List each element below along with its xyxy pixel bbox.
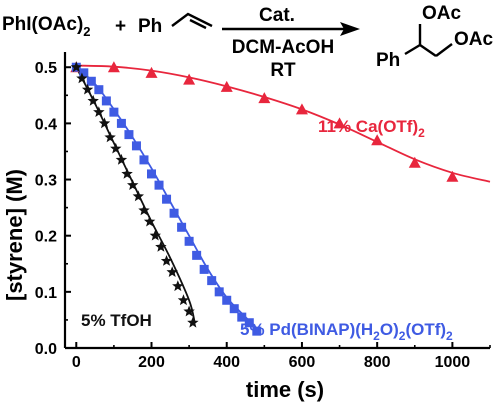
plus-sign: + <box>115 16 126 37</box>
data-point-tfoh <box>98 117 111 129</box>
data-point-palladium <box>94 85 104 95</box>
data-point-calcium <box>258 92 271 104</box>
data-point-palladium <box>199 264 209 274</box>
data-point-calcium <box>333 117 346 129</box>
data-point-calcium <box>371 134 384 146</box>
data-point-calcium <box>145 66 158 78</box>
tick-labels: 0.0 0.1 0.2 0.3 0.4 0.5 0 200 400 600 800 1000 <box>35 60 471 371</box>
arrow-bottom-label-1: DCM-AcOH <box>232 37 334 58</box>
data-point-tfoh <box>121 167 133 179</box>
fit-curve-tfoh <box>75 66 196 323</box>
data-point-palladium <box>184 236 194 246</box>
data-point-palladium <box>162 194 172 204</box>
data-point-palladium <box>252 326 262 336</box>
y-tick-label: 0.3 <box>35 173 57 190</box>
data-point-tfoh <box>143 215 156 227</box>
data-point-tfoh <box>132 190 144 202</box>
y-tick-label: 0.0 <box>35 341 57 358</box>
data-point-palladium <box>222 295 232 305</box>
data-point-calcium <box>107 61 120 73</box>
data-point-calcium <box>220 80 233 92</box>
product-oac-top: OAc <box>422 3 462 24</box>
data-markers <box>70 61 459 336</box>
data-point-palladium <box>139 155 149 165</box>
arrow-top-label: Cat. <box>259 5 295 26</box>
data-point-tfoh <box>70 61 82 73</box>
y-tick-label: 0.1 <box>35 285 57 302</box>
data-point-tfoh <box>155 240 167 252</box>
data-point-tfoh <box>177 294 190 306</box>
data-point-palladium <box>116 118 126 128</box>
data-point-palladium <box>177 222 187 232</box>
axes <box>63 52 490 350</box>
x-tick-label: 600 <box>289 354 316 371</box>
y-tick-label: 0.4 <box>35 116 57 133</box>
data-point-palladium <box>229 304 239 314</box>
x-tick-label: 200 <box>138 354 165 371</box>
reactant-1: PhI(OAc)2 <box>2 14 91 39</box>
data-point-tfoh <box>87 94 99 106</box>
data-point-tfoh <box>138 204 150 216</box>
x-tick-label: 0 <box>72 354 81 371</box>
data-point-tfoh <box>149 229 161 241</box>
data-point-tfoh <box>104 131 116 143</box>
data-point-palladium <box>214 287 224 297</box>
data-point-tfoh <box>76 72 88 84</box>
data-point-calcium <box>183 73 196 85</box>
reactant-2: Ph <box>138 16 162 37</box>
data-point-tfoh <box>187 316 199 328</box>
x-axis-title: time (s) <box>246 377 324 402</box>
data-point-tfoh <box>166 266 178 277</box>
product-ph: Ph <box>376 50 400 71</box>
data-point-palladium <box>237 312 247 322</box>
y-tick-label: 0.2 <box>35 229 57 246</box>
data-point-palladium <box>154 180 164 190</box>
data-point-palladium <box>101 96 111 106</box>
fit-curve-calcium <box>76 64 491 183</box>
reaction-scheme: PhI(OAc)2 + Ph Cat. DCM-AcOH RT Ph OAc O… <box>2 3 494 81</box>
product-oac-right: OAc <box>454 29 494 50</box>
data-point-tfoh <box>127 179 139 190</box>
reaction-arrow <box>222 22 360 36</box>
series-label-tfoh: 5% TfOH <box>81 311 152 330</box>
arrow-bottom-label-2: RT <box>270 60 296 81</box>
data-point-palladium <box>79 68 89 78</box>
data-point-tfoh <box>183 305 195 317</box>
x-tick-label: 1000 <box>435 354 471 371</box>
x-tick-label: 800 <box>364 354 391 371</box>
data-point-palladium <box>131 141 141 151</box>
data-point-tfoh <box>172 280 184 292</box>
data-point-palladium <box>124 130 134 140</box>
y-axis-title: [styrene] (M) <box>2 169 27 301</box>
data-point-palladium <box>207 276 217 286</box>
x-tick-label: 400 <box>213 354 240 371</box>
data-point-calcium <box>446 170 459 182</box>
data-point-palladium <box>147 169 157 179</box>
data-point-calcium <box>408 156 421 168</box>
data-point-tfoh <box>115 153 128 165</box>
tick-marks <box>65 66 491 349</box>
data-point-tfoh <box>160 255 173 266</box>
y-tick-label: 0.5 <box>35 60 57 77</box>
data-point-tfoh <box>93 106 105 117</box>
series-label-calcium: 11% Ca(OTf)2 <box>318 117 425 140</box>
product-bonds <box>404 24 453 57</box>
data-point-calcium <box>295 103 308 115</box>
data-point-palladium <box>169 208 179 218</box>
data-point-tfoh <box>110 142 122 154</box>
data-point-tfoh <box>81 83 94 95</box>
data-point-palladium <box>192 250 202 260</box>
data-point-palladium <box>244 318 254 328</box>
vinyl-bond <box>171 12 213 30</box>
data-point-palladium <box>109 107 119 117</box>
series-label-palladium: 5% Pd(BINAP)(H2O)2(OTf)2 <box>240 320 453 343</box>
data-point-palladium <box>86 76 96 86</box>
